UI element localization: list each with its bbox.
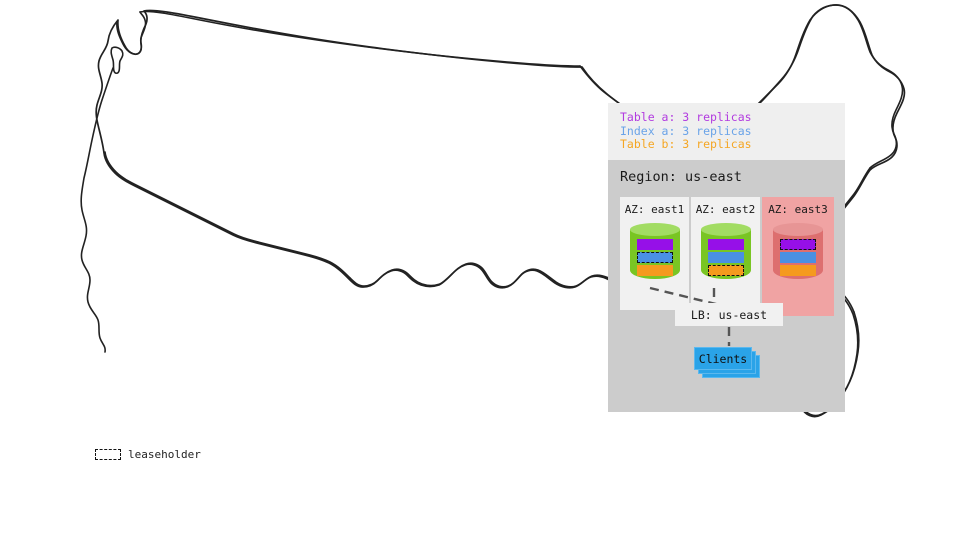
az-box-east2[interactable]: AZ: east2 (691, 197, 760, 310)
legend-row-index-a: Index a: 3 replicas (620, 123, 752, 138)
clients-stack[interactable]: Clients (694, 347, 764, 379)
clients-label: Clients (698, 351, 748, 366)
cylinder-top (629, 223, 680, 236)
legend-row-table-a: Table a: 3 replicas (620, 110, 752, 124)
client-card-front[interactable]: Clients (694, 347, 752, 370)
replica-table-b-east1 (636, 265, 673, 276)
az-box-east3[interactable]: AZ: east3 (762, 197, 834, 316)
replica-legend-panel: Table a: 3 replicas Index a: 3 replicas … (608, 103, 845, 160)
replica-table-b-east2-leaseholder (707, 265, 744, 276)
leaseholder-legend-label: leaseholder (128, 448, 201, 461)
az-box-east1[interactable]: AZ: east1 (620, 197, 689, 310)
replica-table-a-east2 (707, 239, 744, 250)
load-balancer-box[interactable]: LB: us-east (675, 303, 783, 326)
cylinder-top (700, 223, 751, 236)
replica-table-a-east1 (636, 239, 673, 250)
cylinder-top (773, 223, 823, 236)
database-cylinder-east1 (629, 223, 680, 285)
replica-table-a-east3-leaseholder (780, 239, 816, 250)
region-title: Region: us-east (620, 169, 742, 185)
database-cylinder-east3 (773, 223, 823, 285)
load-balancer-label: LB: us-east (690, 307, 768, 322)
replica-index-a-east1-leaseholder (636, 252, 673, 263)
leaseholder-dashed-swatch-icon (95, 449, 121, 460)
legend-row-table-b: Table b: 3 replicas (620, 137, 752, 151)
region-panel-us-east: Region: us-east AZ: east1 AZ: east2 (608, 160, 845, 412)
az-title-east3: AZ: east3 (768, 203, 828, 216)
az-title-east1: AZ: east1 (624, 203, 685, 216)
replica-index-a-east2 (707, 252, 744, 263)
replica-table-b-east3 (780, 265, 816, 276)
replica-index-a-east3 (780, 252, 816, 263)
az-title-east2: AZ: east2 (695, 203, 756, 216)
leaseholder-legend: leaseholder (95, 448, 201, 461)
database-cylinder-east2 (700, 223, 751, 285)
